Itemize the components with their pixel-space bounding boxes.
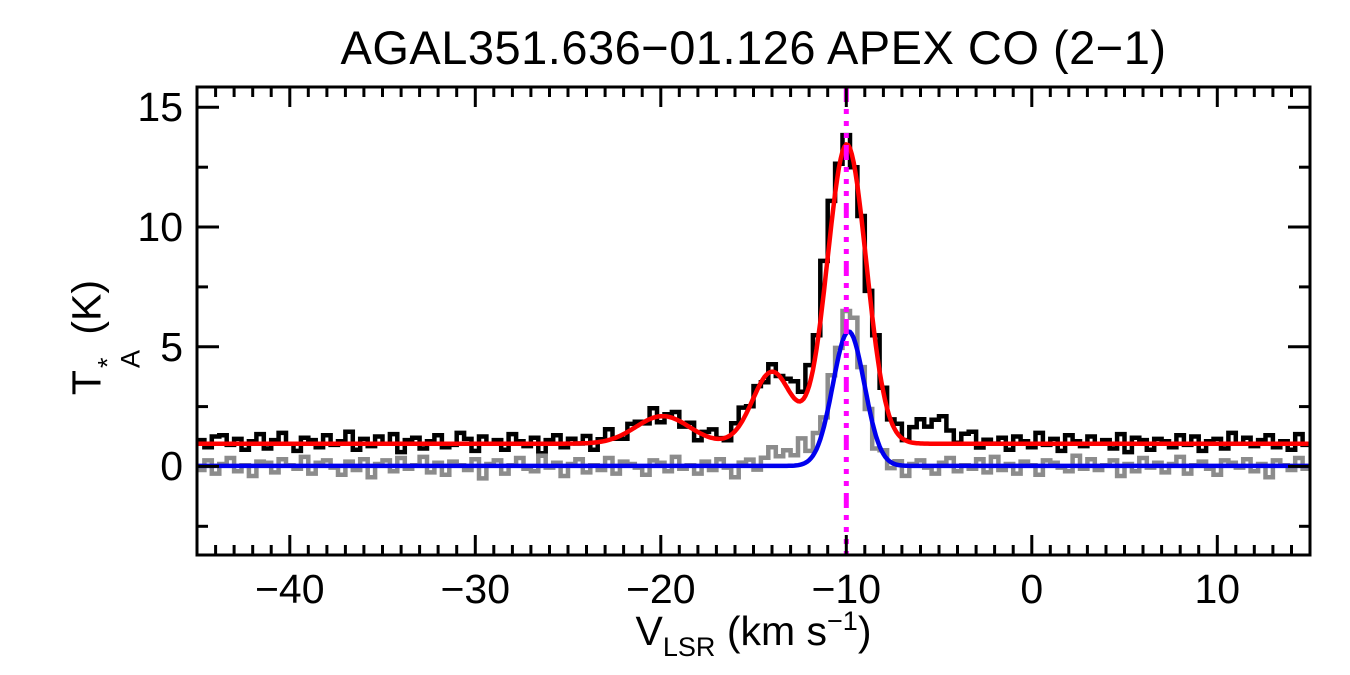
x-axis-label: VLSR (km s−1)	[197, 606, 1310, 663]
y-tick-label: 15	[137, 84, 183, 131]
x-axis-label-units-close: )	[857, 608, 872, 654]
x-axis-label-subscript: LSR	[662, 632, 716, 662]
x-axis-label-superscript: −1	[827, 606, 858, 636]
y-axis-label-symbol: T	[63, 370, 110, 396]
y-tick-label: 10	[137, 204, 183, 251]
y-tick-label: 5	[160, 323, 183, 370]
x-tick-label: −30	[440, 566, 511, 612]
plot-title: AGAL351.636−01.126 APEX CO (2−1)	[340, 21, 1167, 74]
x-tick-label: −10	[811, 566, 882, 612]
x-axis-label-symbol: V	[635, 608, 663, 654]
x-tick-label: 10	[1194, 566, 1241, 612]
x-tick-label: 0	[1020, 566, 1044, 612]
y-tick-label: 0	[160, 443, 183, 490]
x-tick-label: −20	[625, 566, 696, 612]
x-axis-label-units-open: (km s	[715, 608, 828, 654]
x-tick-label: −40	[254, 566, 325, 612]
